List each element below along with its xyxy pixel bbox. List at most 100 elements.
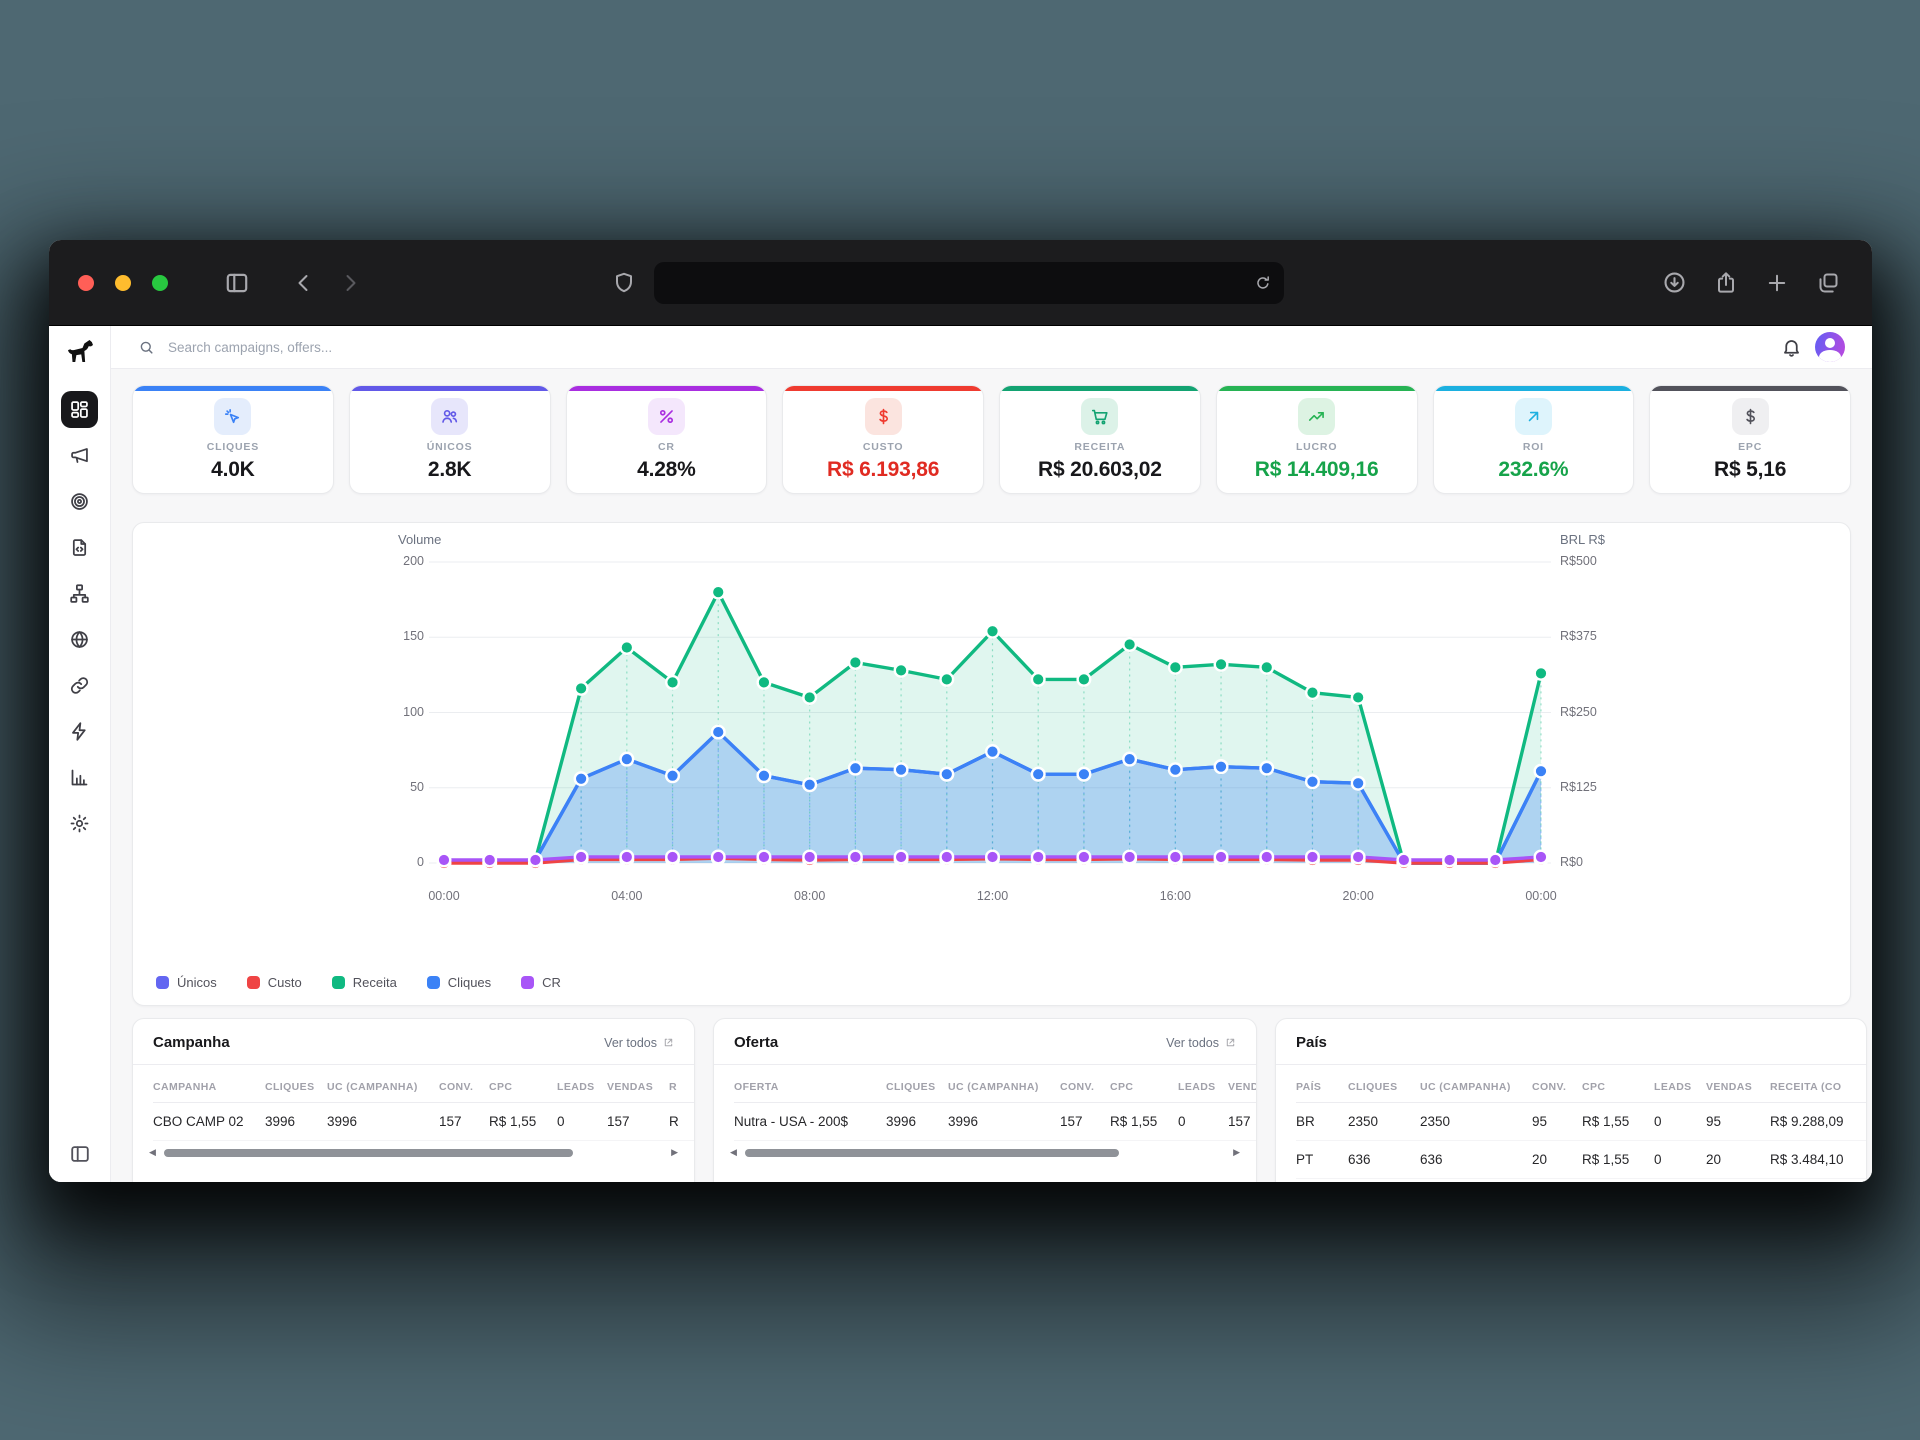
browser-window: Search campaigns, offers... CLIQUES 4.0K Ú…: [49, 240, 1872, 1182]
table-column-header: R: [669, 1069, 694, 1103]
table-row[interactable]: PT 636 636 20 R$ 1,55 0 20 R$ 3.484,10: [1296, 1140, 1866, 1179]
traffic-chart-card: Volume BRL R$ 200 150 100 50 0 R$500 R$375 R$25…: [132, 522, 1851, 1006]
shield-icon[interactable]: [612, 271, 636, 295]
sidebar-item-sitemap[interactable]: [61, 575, 98, 612]
avatar[interactable]: [1815, 332, 1845, 362]
table-title: Oferta: [734, 1034, 779, 1051]
kpi-card-únicos[interactable]: ÚNICOS 2.8K: [348, 385, 551, 494]
download-icon[interactable]: [1662, 270, 1687, 295]
external-link-icon: [663, 1037, 674, 1048]
table-cell: R$ 3.484,10: [1770, 1140, 1866, 1179]
scroll-left-icon[interactable]: ◀: [149, 1147, 156, 1157]
ver-todos-label: Ver todos: [1166, 1035, 1219, 1050]
bell-icon[interactable]: [1781, 337, 1802, 358]
kpi-accent-strip: [1650, 386, 1850, 391]
kpi-label: ROI: [1522, 440, 1544, 453]
legend-label: Cliques: [447, 975, 492, 990]
table-cell: 20: [1706, 1140, 1770, 1179]
table-column-header: RECEITA (CO: [1770, 1069, 1866, 1103]
table-cell: R$ 1,55: [1582, 1140, 1654, 1179]
table-column-header: UC (CAMPANHA): [948, 1069, 1060, 1103]
y-axis-tick-left: 0: [417, 855, 424, 869]
table-card-campanha: Campanha Ver todos CAMPANHA CLIQUES UC (CAMP…: [132, 1018, 695, 1182]
sidebar-item-target[interactable]: [61, 483, 98, 520]
kpi-card-epc[interactable]: EPC R$ 5,16: [1649, 385, 1851, 494]
x-axis-tick: 12:00: [976, 889, 1009, 903]
kpi-accent-strip: [1216, 386, 1417, 391]
forward-icon[interactable]: [338, 271, 362, 295]
sidebar-toggle-icon[interactable]: [224, 270, 250, 296]
table-row[interactable]: BR 2350 2350 95 R$ 1,55 0 95 R$ 9.288,09: [1296, 1102, 1866, 1141]
legend-swatch: [246, 976, 260, 989]
legend-item-custo[interactable]: Custo: [246, 975, 302, 990]
table-row[interactable]: CBO CAMP 02 3996 3996 157 R$ 1,55 0 157 R: [153, 1102, 694, 1141]
ver-todos-link[interactable]: Ver todos: [1166, 1036, 1236, 1050]
legend-swatch: [331, 976, 345, 989]
table-cell: R$ 1,55: [489, 1102, 557, 1141]
scroll-right-icon[interactable]: ▶: [671, 1147, 678, 1157]
scrollbar-track[interactable]: [744, 1148, 1225, 1157]
tables-row: Campanha Ver todos CAMPANHA CLIQUES UC (CAMP…: [132, 1018, 1867, 1182]
search-input[interactable]: Search campaigns, offers...: [168, 339, 333, 355]
scrollbar-track[interactable]: [163, 1148, 663, 1157]
scrollbar-thumb[interactable]: [163, 1148, 574, 1157]
kpi-value: R$ 14.409,16: [1254, 457, 1379, 481]
kpi-card-custo[interactable]: CUSTO R$ 6.193,86: [782, 385, 984, 494]
legend-item-cliques[interactable]: Cliques: [426, 975, 492, 990]
horizontal-scrollbar[interactable]: ◀ ▶: [133, 1141, 694, 1157]
sidebar-item-globe[interactable]: [61, 621, 98, 658]
address-bar[interactable]: [654, 261, 1284, 304]
table-cell: 157: [1228, 1102, 1256, 1141]
horizontal-scrollbar[interactable]: ◀ ▶: [714, 1141, 1256, 1157]
legend-item-únicos[interactable]: Únicos: [156, 975, 217, 990]
scroll-right-icon[interactable]: ▶: [1233, 1147, 1240, 1157]
kpi-accent-strip: [349, 386, 550, 391]
x-axis-tick: 04:00: [611, 889, 643, 903]
chart-plot[interactable]: [133, 523, 1853, 1005]
kpi-card-roi[interactable]: ROI 232.6%: [1432, 385, 1635, 494]
sidebar-item-bar-chart[interactable]: [61, 759, 98, 796]
legend-item-receita[interactable]: Receita: [331, 975, 397, 990]
kpi-value: R$ 6.193,86: [827, 457, 940, 481]
table-column-header: OFERTA: [734, 1069, 886, 1103]
sidebar-item-file-code[interactable]: [61, 529, 98, 566]
scrollbar-thumb[interactable]: [744, 1148, 1120, 1157]
sidebar-item-megaphone[interactable]: [61, 437, 98, 474]
tab-overview-icon[interactable]: [1816, 271, 1840, 295]
kpi-label: RECEITA: [1074, 440, 1126, 453]
kpi-card-receita[interactable]: RECEITA R$ 20.603,02: [999, 385, 1201, 494]
kpi-value: R$ 5,16: [1714, 457, 1787, 481]
sidebar-item-zap[interactable]: [61, 713, 98, 750]
sidebar-item-link[interactable]: [61, 667, 98, 704]
dog-logo[interactable]: [65, 334, 95, 368]
kpi-label: CR: [657, 440, 675, 453]
kpi-card-cr[interactable]: CR 4.28%: [565, 385, 768, 494]
collapse-sidebar-icon[interactable]: [69, 1143, 91, 1165]
scroll-left-icon[interactable]: ◀: [730, 1147, 737, 1157]
kpi-value: R$ 20.603,02: [1038, 457, 1162, 481]
close-button[interactable]: [78, 274, 94, 291]
chart-legend: Únicos Custo Receita Cliques CR: [156, 975, 561, 990]
table-column-header: CPC: [1110, 1069, 1178, 1103]
minimize-button[interactable]: [115, 274, 131, 291]
zoom-button[interactable]: [152, 274, 168, 291]
table-row[interactable]: Nutra - USA - 200$ 3996 3996 157 R$ 1,55 0 157: [734, 1102, 1256, 1141]
sidebar-item-gear[interactable]: [61, 805, 98, 842]
kpi-card-cliques[interactable]: CLIQUES 4.0K: [132, 385, 334, 494]
kpi-card-lucro[interactable]: LUCRO R$ 14.409,16: [1215, 385, 1418, 494]
table-column-header: LEADS: [557, 1069, 607, 1103]
kpi-accent-strip: [566, 386, 767, 391]
share-icon[interactable]: [1714, 271, 1738, 295]
kpi-label: CUSTO: [862, 440, 904, 453]
table-column-header: CONV.: [1060, 1069, 1110, 1103]
table-cell: 0: [1178, 1102, 1228, 1141]
back-icon[interactable]: [292, 271, 316, 295]
table-column-header: CLIQUES: [265, 1069, 327, 1103]
table-cell: BR: [1296, 1102, 1348, 1141]
app-header: Search campaigns, offers...: [111, 326, 1872, 369]
legend-item-cr[interactable]: CR: [521, 975, 561, 990]
reload-icon[interactable]: [1254, 274, 1272, 292]
new-tab-icon[interactable]: [1765, 271, 1789, 295]
sidebar-item-dashboard-grid[interactable]: [61, 391, 98, 428]
ver-todos-link[interactable]: Ver todos: [604, 1036, 674, 1050]
